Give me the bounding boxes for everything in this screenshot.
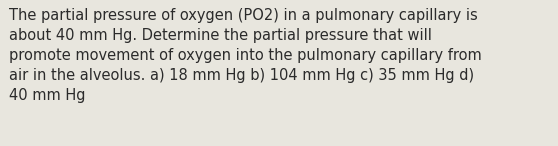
Text: The partial pressure of oxygen (PO2) in a pulmonary capillary is
about 40 mm Hg.: The partial pressure of oxygen (PO2) in … [9,8,482,103]
